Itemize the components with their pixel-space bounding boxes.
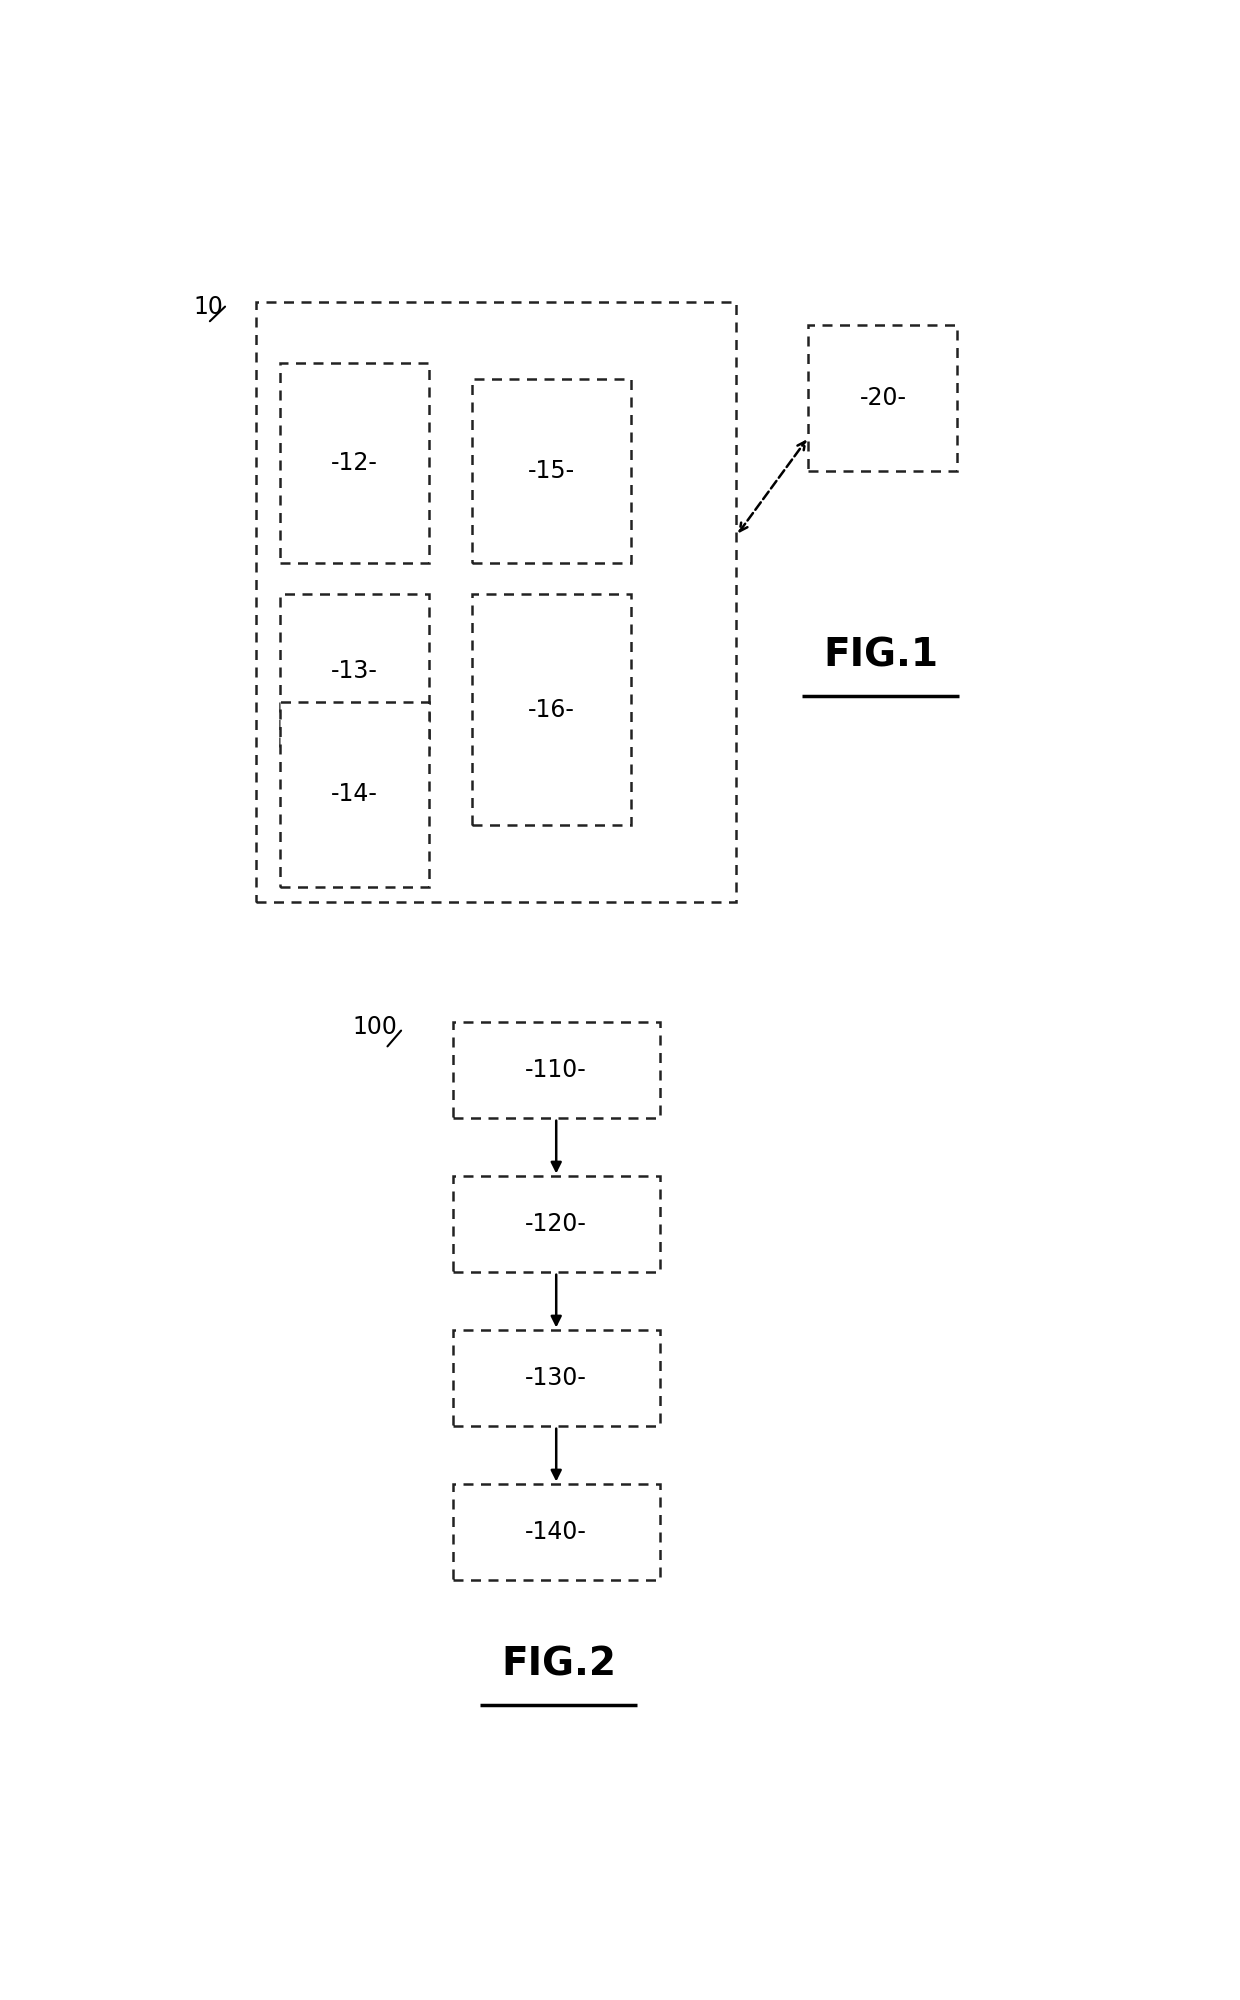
Bar xyxy=(453,1330,660,1426)
Bar xyxy=(453,1176,660,1272)
Bar xyxy=(453,1022,660,1118)
Text: FIG.1: FIG.1 xyxy=(823,636,937,674)
Text: -15-: -15- xyxy=(528,458,575,482)
Bar xyxy=(808,324,957,470)
Text: -140-: -140- xyxy=(526,1520,588,1544)
Text: -16-: -16- xyxy=(528,698,575,722)
Text: -12-: -12- xyxy=(331,452,378,476)
Text: -120-: -120- xyxy=(526,1212,588,1236)
Bar xyxy=(280,702,429,886)
Text: FIG.2: FIG.2 xyxy=(501,1646,616,1684)
Bar xyxy=(280,594,429,748)
Bar xyxy=(472,594,631,826)
Bar xyxy=(255,302,737,902)
Text: -130-: -130- xyxy=(526,1366,588,1390)
Text: -110-: -110- xyxy=(526,1058,587,1082)
Bar xyxy=(453,1484,660,1580)
Text: -14-: -14- xyxy=(331,782,378,806)
Text: -13-: -13- xyxy=(331,660,378,684)
Text: 10: 10 xyxy=(193,296,223,320)
Text: 100: 100 xyxy=(352,1014,397,1038)
Bar xyxy=(280,364,429,564)
Bar xyxy=(472,378,631,564)
Text: -20-: -20- xyxy=(859,386,906,410)
